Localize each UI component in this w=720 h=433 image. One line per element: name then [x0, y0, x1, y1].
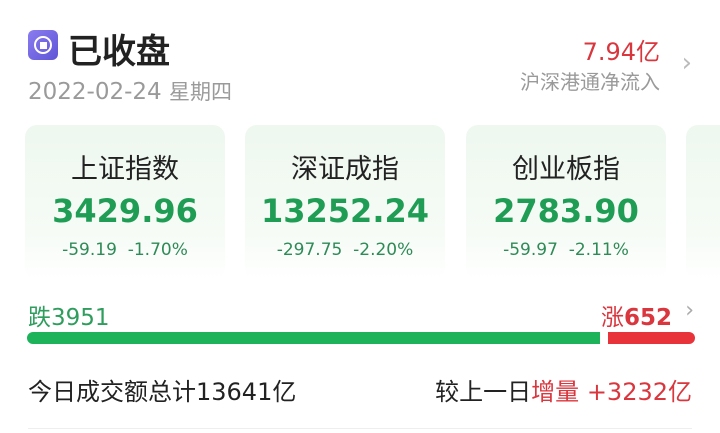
net-inflow-value[interactable]: 7.94亿 [582, 38, 660, 66]
turnover-compare: 较上一日增量 +3232亿 [435, 372, 692, 407]
index-card-sh[interactable]: 上证指数 3429.96 -59.19 -1.70% [25, 125, 225, 280]
index-name: 创业板指 [512, 154, 620, 185]
trade-date: 2022-02-24 星期四 [28, 76, 232, 106]
index-card-sz[interactable]: 深证成指 13252.24 -297.75 -2.20% [245, 125, 445, 280]
breadth-bar [27, 332, 695, 344]
index-change-percent: -2.20% [353, 240, 414, 260]
date-text: 2022-02-24 [28, 79, 162, 105]
decliners-label: 跌 [28, 305, 51, 331]
stop-circle-icon [28, 30, 58, 60]
advancers-value: 652 [623, 305, 672, 331]
advancers-segment [608, 332, 695, 344]
index-change-points: -59.97 [503, 240, 558, 260]
decliners-count: 跌3951 [28, 298, 110, 332]
index-change-points: -297.75 [276, 240, 343, 260]
chevron-right-icon[interactable]: › [681, 48, 692, 78]
advancers-count[interactable]: 涨652 [601, 298, 672, 332]
index-value: 2783.90 [493, 192, 639, 230]
index-change: -297.75 -2.20% [245, 240, 445, 260]
index-change-percent: -2.11% [568, 240, 629, 260]
page-title: 已收盘 [68, 32, 170, 72]
turnover-total: 今日成交额总计13641亿 [28, 378, 297, 406]
index-change: -59.97 -2.11% [466, 240, 666, 260]
index-card-partial[interactable] [686, 125, 720, 280]
index-change-points: -59.19 [62, 240, 117, 260]
net-inflow-label[interactable]: 沪深港通净流入 [520, 70, 660, 94]
index-name: 上证指数 [71, 154, 179, 185]
chevron-right-icon[interactable]: › [685, 298, 694, 323]
decliners-segment [27, 332, 601, 344]
segment-gap [600, 332, 609, 344]
divider [28, 428, 692, 429]
weekday-text: 星期四 [168, 80, 232, 104]
index-name: 深证成指 [291, 154, 399, 185]
index-change-percent: -1.70% [127, 240, 188, 260]
index-value: 13252.24 [260, 192, 429, 230]
index-value: 3429.96 [52, 192, 198, 230]
compare-value: +3232亿 [586, 378, 692, 406]
compare-label: 较上一日 [435, 378, 532, 406]
decliners-value: 3951 [51, 305, 110, 331]
advancers-label: 涨 [600, 305, 624, 331]
index-change: -59.19 -1.70% [25, 240, 225, 260]
compare-type: 增量 [531, 378, 580, 406]
index-card-cy[interactable]: 创业板指 2783.90 -59.97 -2.11% [466, 125, 666, 280]
